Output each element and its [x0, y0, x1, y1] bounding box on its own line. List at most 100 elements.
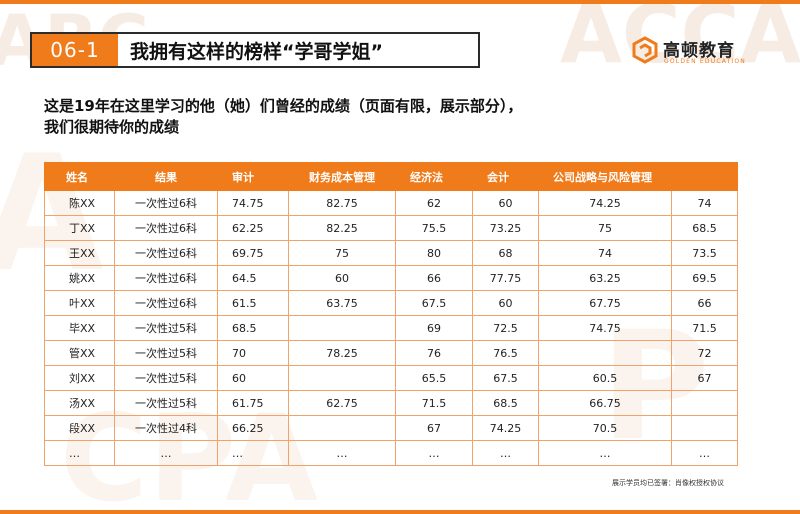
table-cell: 一次性过6科 — [114, 265, 218, 291]
header-economic-law: 经济法 — [395, 162, 473, 191]
table-cell: … — [538, 440, 672, 466]
table-cell: 66 — [671, 290, 738, 316]
table-row: 毕XX 一次性过5科 68.5 69 72.5 74.75 71.5 — [44, 315, 738, 341]
brand-logo: 高顿教育 GOLDEN EDUCATION — [631, 34, 781, 70]
header-name: 姓名 — [44, 162, 115, 191]
table-cell: 62.25 — [217, 215, 289, 241]
table-cell: 66.25 — [217, 415, 289, 441]
table-row: …………………… — [44, 440, 738, 466]
intro-text: 这是19年在这里学习的他（她）们曾经的成绩（页面有限，展示部分）， 我们很期待你… — [44, 96, 522, 138]
table-cell: 73.25 — [472, 215, 539, 241]
table-cell: 一次性过6科 — [114, 240, 218, 266]
table-cell: 77.75 — [472, 265, 539, 291]
table-cell: 一次性过4科 — [114, 415, 218, 441]
table-row: 丁XX 一次性过6科 62.25 82.25 75.5 73.25 75 68.5 — [44, 215, 738, 241]
table-cell: 68 — [472, 240, 539, 266]
table-cell: 75 — [288, 240, 396, 266]
table-cell: 69.75 — [217, 240, 289, 266]
table-row: 段XX 一次性过4科 66.25 67 74.25 70.5 — [44, 415, 738, 441]
table-cell: 60 — [472, 290, 539, 316]
header-accounting: 会计 — [472, 162, 539, 191]
table-cell: 刘XX — [44, 365, 115, 391]
table-cell: 67 — [395, 415, 473, 441]
header-result: 结果 — [114, 162, 218, 191]
table-cell — [671, 390, 738, 416]
table-cell: 一次性过5科 — [114, 390, 218, 416]
table-row: 汤XX 一次性过5科 61.75 62.75 71.5 68.5 66.75 — [44, 390, 738, 416]
table-cell: … — [114, 440, 218, 466]
table-cell: 76.5 — [472, 340, 539, 366]
table-cell: 63.25 — [538, 265, 672, 291]
table-cell: 78.25 — [288, 340, 396, 366]
table-cell: 73.5 — [671, 240, 738, 266]
table-cell — [538, 340, 672, 366]
table-cell: 60.5 — [538, 365, 672, 391]
table-cell: … — [395, 440, 473, 466]
section-number: 06-1 — [32, 34, 118, 66]
table-row: 叶XX 一次性过6科 61.5 63.75 67.5 60 67.75 66 — [44, 290, 738, 316]
table-cell: 67 — [671, 365, 738, 391]
section-title-bar: 06-1 我拥有这样的榜样“学哥学姐” — [30, 32, 480, 68]
table-cell — [671, 415, 738, 441]
table-header-row: 姓名 结果 审计 财务成本管理 经济法 会计 公司战略与风险管理 — [44, 162, 738, 191]
table-cell: 一次性过6科 — [114, 215, 218, 241]
table-cell: 段XX — [44, 415, 115, 441]
table-cell: 69.5 — [671, 265, 738, 291]
table-cell — [288, 415, 396, 441]
table-row: 管XX 一次性过5科 70 78.25 76 76.5 72 — [44, 340, 738, 366]
table-cell — [288, 315, 396, 341]
table-cell: 60 — [288, 265, 396, 291]
header-audit: 审计 — [217, 162, 289, 191]
table-cell: … — [44, 440, 115, 466]
table-cell: 64.5 — [217, 265, 289, 291]
table-cell: 66 — [395, 265, 473, 291]
table-cell: 丁XX — [44, 215, 115, 241]
table-cell: 67.75 — [538, 290, 672, 316]
table-cell: 72.5 — [472, 315, 539, 341]
table-cell: 一次性过5科 — [114, 365, 218, 391]
header-strategy-risk: 公司战略与风险管理 — [538, 162, 672, 191]
table-cell: 61.75 — [217, 390, 289, 416]
footnote: 展示学员均已签署：肖像权授权协议 — [612, 479, 724, 487]
table-cell: 汤XX — [44, 390, 115, 416]
table-cell: … — [472, 440, 539, 466]
table-cell — [288, 365, 396, 391]
table-cell: 74.25 — [472, 415, 539, 441]
logo-name-en: GOLDEN EDUCATION — [664, 58, 746, 65]
table-cell: … — [288, 440, 396, 466]
table-cell: 74.75 — [217, 190, 289, 216]
table-cell: 68.5 — [217, 315, 289, 341]
table-cell: 一次性过6科 — [114, 190, 218, 216]
table-row: 姚XX 一次性过6科 64.5 60 66 77.75 63.25 69.5 — [44, 265, 738, 291]
table-cell: 姚XX — [44, 265, 115, 291]
table-cell: 63.75 — [288, 290, 396, 316]
table-cell: 叶XX — [44, 290, 115, 316]
scores-table: 姓名 结果 审计 财务成本管理 经济法 会计 公司战略与风险管理 陈XX 一次性过… — [44, 162, 738, 466]
logo-name-cn: 高顿教育 — [663, 41, 735, 61]
table-cell: 75 — [538, 215, 672, 241]
table-cell: 陈XX — [44, 190, 115, 216]
table-cell: 61.5 — [217, 290, 289, 316]
intro-line-1: 这是19年在这里学习的他（她）们曾经的成绩（页面有限，展示部分）， — [44, 97, 523, 115]
table-cell: … — [217, 440, 289, 466]
table-cell: 管XX — [44, 340, 115, 366]
table-cell: 71.5 — [395, 390, 473, 416]
table-cell: 74 — [538, 240, 672, 266]
table-cell: 68.5 — [472, 390, 539, 416]
table-cell: 82.25 — [288, 215, 396, 241]
table-cell: 71.5 — [671, 315, 738, 341]
table-cell: 62.75 — [288, 390, 396, 416]
table-cell: 62 — [395, 190, 473, 216]
table-row: 刘XX 一次性过5科 60 65.5 67.5 60.5 67 — [44, 365, 738, 391]
section-title: 我拥有这样的榜样“学哥学姐” — [130, 40, 383, 63]
intro-line-2: 我们很期待你的成绩 — [44, 118, 180, 136]
top-accent-bar — [0, 0, 800, 4]
bottom-accent-bar — [0, 510, 800, 514]
table-cell: … — [671, 440, 738, 466]
table-cell: 一次性过5科 — [114, 340, 218, 366]
table-cell: 80 — [395, 240, 473, 266]
table-cell: 68.5 — [671, 215, 738, 241]
table-cell: 70.5 — [538, 415, 672, 441]
table-cell: 72 — [671, 340, 738, 366]
table-cell: 一次性过5科 — [114, 315, 218, 341]
